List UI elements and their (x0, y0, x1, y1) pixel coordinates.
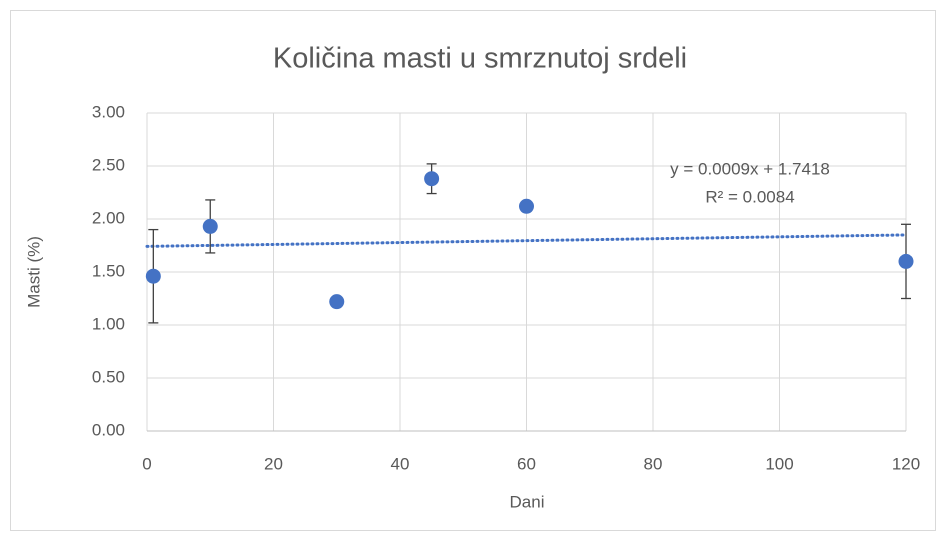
x-tick-label: 40 (391, 454, 410, 473)
chart-title: Količina masti u smrznutoj srdeli (273, 43, 687, 75)
chart-border (10, 10, 936, 531)
y-tick-label: 1.00 (92, 314, 125, 333)
x-axis-label: Dani (510, 492, 545, 511)
y-tick-label: 2.50 (92, 155, 125, 174)
point (329, 294, 345, 310)
y-tick-label: 0.50 (92, 367, 125, 386)
x-tick-label: 120 (892, 454, 920, 473)
x-tick-label: 0 (142, 454, 151, 473)
trendline-r2: R² = 0.0084 (705, 187, 794, 206)
y-tick-label: 1.50 (92, 261, 125, 280)
point (519, 198, 534, 214)
x-tick-label: 20 (264, 454, 283, 473)
x-tick-label: 60 (517, 454, 536, 473)
point (202, 218, 218, 234)
y-tick-label: 0.00 (92, 420, 125, 439)
x-tick-label: 80 (644, 454, 663, 473)
x-tick-label: 100 (765, 454, 793, 473)
y-tick-label: 2.00 (92, 208, 125, 227)
y-axis-label: Masti (%) (24, 236, 43, 308)
point (145, 268, 161, 284)
point (898, 253, 914, 269)
trendline (145, 233, 908, 248)
trendline-equation: y = 0.0009x + 1.7418 (670, 159, 830, 178)
y-tick-label: 3.00 (92, 102, 125, 121)
point (424, 171, 440, 187)
